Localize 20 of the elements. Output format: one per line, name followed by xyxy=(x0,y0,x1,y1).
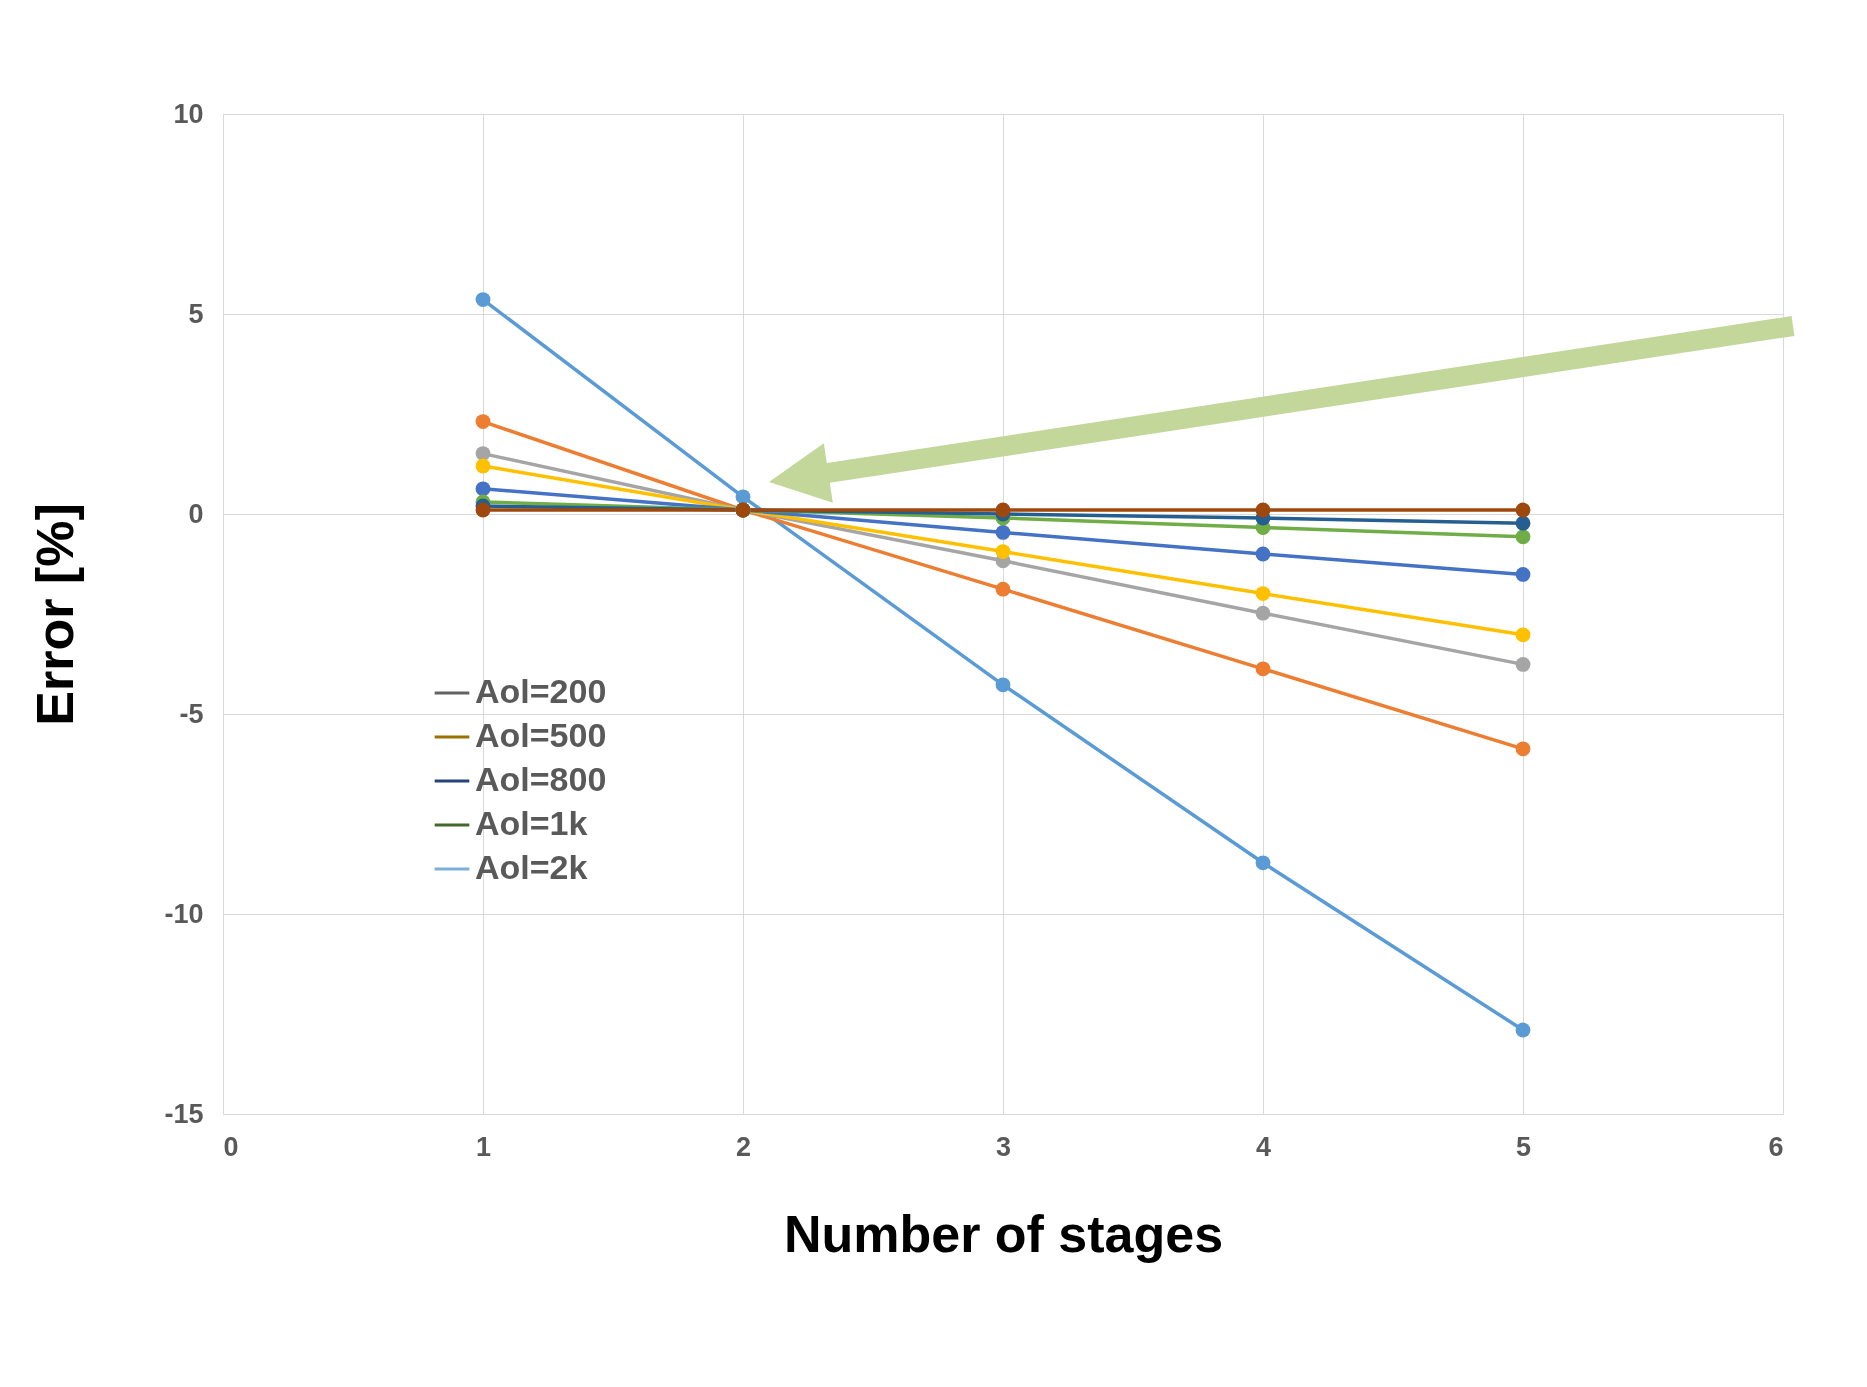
y-tick-label: 10 xyxy=(173,98,204,129)
y-axis-title: Error [%] xyxy=(26,503,85,726)
x-tick-label: 5 xyxy=(1515,1131,1532,1162)
x-tick-label: 0 xyxy=(223,1131,239,1162)
legend-label: Aol=1k xyxy=(475,804,588,842)
legend-label: Aol=800 xyxy=(475,760,607,798)
y-tick-label: 0 xyxy=(188,498,204,529)
legend-label: Aol=2k xyxy=(475,848,588,886)
y-tick-label: -15 xyxy=(164,1098,204,1129)
y-tick-label: 5 xyxy=(188,298,204,329)
x-tick-label: 6 xyxy=(1768,1131,1784,1162)
y-tick-label: -10 xyxy=(164,898,204,929)
x-tick-label: 2 xyxy=(735,1131,752,1162)
legend-label: Aol=500 xyxy=(475,716,607,754)
x-tick-label: 1 xyxy=(475,1131,492,1162)
x-tick-label: 4 xyxy=(1255,1131,1272,1162)
x-tick-label: 3 xyxy=(995,1131,1012,1162)
y-tick-label: -5 xyxy=(179,698,204,729)
legend-label: Aol=200 xyxy=(475,672,607,710)
x-axis-title: Number of stages xyxy=(783,1204,1224,1263)
